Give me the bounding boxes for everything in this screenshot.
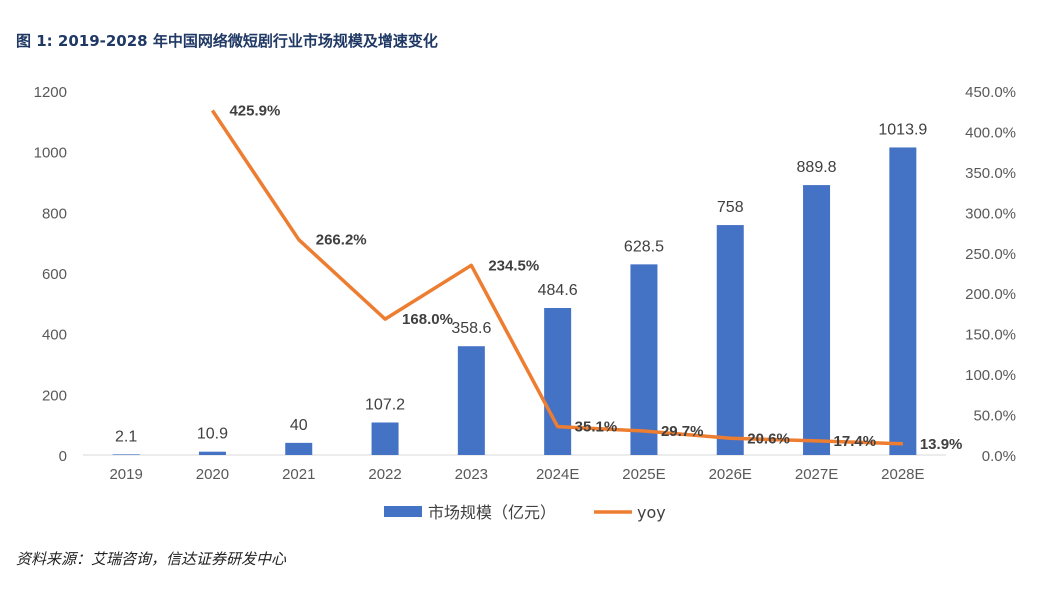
bar-value-label: 758 [717,199,744,216]
right-tick-label: 50.0% [973,408,1016,425]
chart-title: 图 1: 2019-2028 年中国网络微短剧行业市场规模及增速变化 [16,32,438,50]
bar-value-label: 2.1 [115,428,137,445]
line-value-label: 17.4% [834,433,877,450]
bar-value-label: 358.6 [451,320,491,337]
category-label: 2026E [709,466,752,483]
bar-value-label: 889.8 [797,159,837,176]
right-tick-label: 150.0% [965,327,1016,344]
line-value-label: 266.2% [316,232,367,249]
category-label: 2023 [455,466,488,483]
left-tick-label: 800 [42,205,67,222]
line-value-label: 20.6% [747,430,790,447]
bar-value-label: 40 [290,417,308,434]
bar-labels: 2.1 10.9 40 107.2 358.6 484.6 628.5 758 889.8 101… [115,121,927,445]
category-label: 2022 [368,466,401,483]
line-value-label: 425.9% [229,102,280,119]
left-tick-label: 200 [42,387,67,404]
right-tick-label: 200.0% [965,286,1016,303]
category-label: 2028E [881,466,924,483]
legend-bar-label: 市场规模（亿元） [428,503,556,522]
category-label: 2021 [282,466,315,483]
category-label: 2020 [196,466,229,483]
bar-series [112,147,917,456]
left-tick-label: 1200 [34,84,67,101]
x-axis-categories: 2019 2020 2021 2022 2023 2024E 2025E 2026E 2027E… [109,466,924,483]
bar-value-label: 10.9 [197,426,228,443]
right-tick-label: 100.0% [965,367,1016,384]
category-label: 2025E [622,466,665,483]
bar [544,308,572,455]
left-tick-label: 600 [42,266,67,283]
bar [630,264,658,455]
bar [285,442,313,455]
right-tick-label: 300.0% [965,205,1016,222]
category-label: 2019 [109,466,142,483]
bar [803,185,831,455]
legend: 市场规模（亿元） yoy [384,503,666,522]
bar [112,454,140,455]
line-labels: 425.9% 266.2% 168.0% 234.5% 35.1% 29.7% 20.6% 1… [229,102,962,452]
right-tick-label: 0.0% [982,448,1016,465]
line-value-label: 29.7% [661,423,704,440]
line-value-label: 234.5% [488,257,539,274]
yoy-line [210,109,903,446]
left-tick-label: 1000 [34,145,67,162]
right-tick-label: 350.0% [965,165,1016,182]
right-axis: 0.0% 50.0% 100.0% 150.0% 200.0% 250.0% 300.0% 3… [965,84,1016,465]
bar-value-label: 1013.9 [878,121,927,138]
source-note: 资料来源：艾瑞咨询，信达证券研发中心 [16,550,287,568]
left-tick-label: 400 [42,327,67,344]
right-tick-label: 250.0% [965,246,1016,263]
bar-value-label: 628.5 [624,238,664,255]
bar [371,422,399,455]
legend-bar-swatch [384,506,422,517]
category-label: 2024E [536,466,579,483]
bar [889,147,917,456]
line-value-label: 168.0% [402,311,453,328]
line-value-label: 35.1% [575,419,618,436]
left-axis: 0 200 400 600 800 1000 1200 [34,84,67,465]
line-value-label: 13.9% [920,436,963,453]
bar [198,451,226,455]
right-tick-label: 400.0% [965,124,1016,141]
bar-value-label: 107.2 [365,396,405,413]
bar [716,225,744,455]
bar [457,346,485,455]
right-tick-label: 450.0% [965,84,1016,101]
left-tick-label: 0 [59,448,67,465]
category-label: 2027E [795,466,838,483]
bar-value-label: 484.6 [538,282,578,299]
legend-line-label: yoy [637,503,666,522]
